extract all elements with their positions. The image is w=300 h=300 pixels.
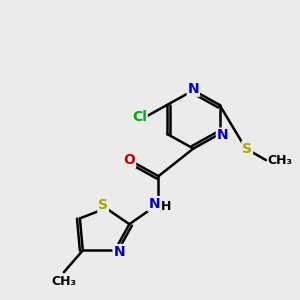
Text: N: N [148,197,160,211]
Text: N: N [188,82,199,96]
Text: N: N [217,128,228,142]
Text: O: O [123,153,135,167]
Text: N: N [113,245,125,259]
Text: S: S [98,198,108,212]
Text: Cl: Cl [132,110,147,124]
Text: H: H [160,200,171,213]
Text: CH₃: CH₃ [268,154,292,167]
Text: S: S [242,142,252,155]
Text: CH₃: CH₃ [51,275,76,288]
